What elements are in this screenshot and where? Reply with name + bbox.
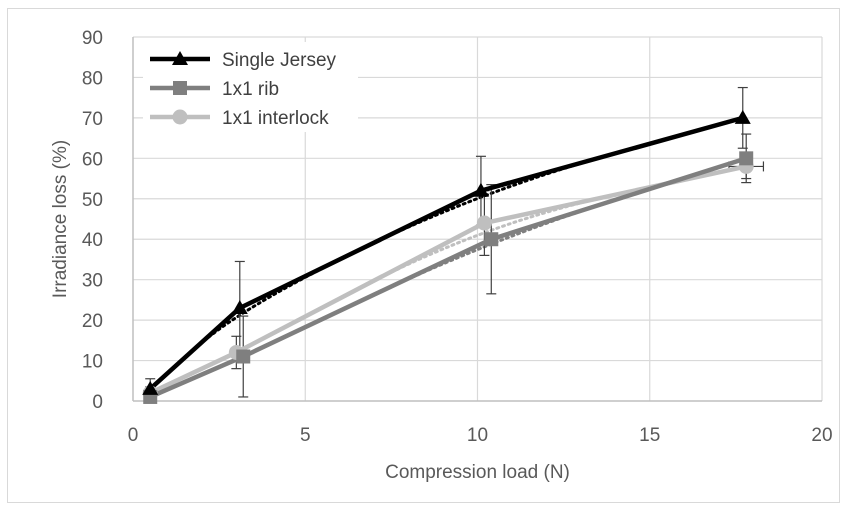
x-axis-title: Compression load (N) xyxy=(385,462,570,483)
y-tick-label: 80 xyxy=(82,68,103,89)
y-tick-label: 50 xyxy=(82,190,103,211)
y-tick-label: 30 xyxy=(82,271,103,292)
legend-swatch-marker xyxy=(172,109,188,125)
x-tick-label: 0 xyxy=(128,425,139,446)
y-tick-label: 90 xyxy=(82,28,103,49)
tick-labels: 0 10 20 30 40 50 60 70 80 90 0 5 10 15 20 xyxy=(82,28,833,446)
y-tick-label: 60 xyxy=(82,149,103,170)
x-tick-label: 15 xyxy=(639,425,660,446)
data-markers xyxy=(142,109,754,404)
data-point-square xyxy=(484,232,499,247)
axes xyxy=(132,37,822,402)
data-point-circle xyxy=(476,215,492,231)
data-point-triangle xyxy=(734,109,751,124)
legend: Single Jersey 1x1 rib 1x1 interlock xyxy=(143,42,358,132)
y-tick-label: 0 xyxy=(92,392,103,413)
data-point-triangle xyxy=(472,182,489,197)
series-line-triangle xyxy=(148,115,744,391)
data-point-square xyxy=(739,151,754,166)
y-tick-label: 70 xyxy=(82,109,103,130)
series-line-square xyxy=(149,156,747,400)
y-tick-label: 40 xyxy=(82,230,103,251)
series-lines xyxy=(148,115,747,400)
y-axis-title: Irradiance loss (%) xyxy=(50,140,71,298)
data-point-triangle xyxy=(231,299,248,314)
legend-label: 1x1 interlock xyxy=(222,108,329,129)
x-tick-label: 5 xyxy=(300,425,311,446)
data-point-square xyxy=(236,349,251,364)
x-tick-label: 20 xyxy=(811,425,832,446)
legend-label: 1x1 rib xyxy=(222,79,279,100)
legend-swatch-marker xyxy=(172,51,188,65)
y-tick-label: 20 xyxy=(82,311,103,332)
y-tick-label: 10 xyxy=(82,352,103,373)
legend-label: Single Jersey xyxy=(222,50,337,71)
data-point-triangle xyxy=(142,380,159,395)
series-line-circle xyxy=(149,164,747,395)
x-tick-label: 10 xyxy=(467,425,488,446)
legend-swatch-marker xyxy=(173,81,187,95)
